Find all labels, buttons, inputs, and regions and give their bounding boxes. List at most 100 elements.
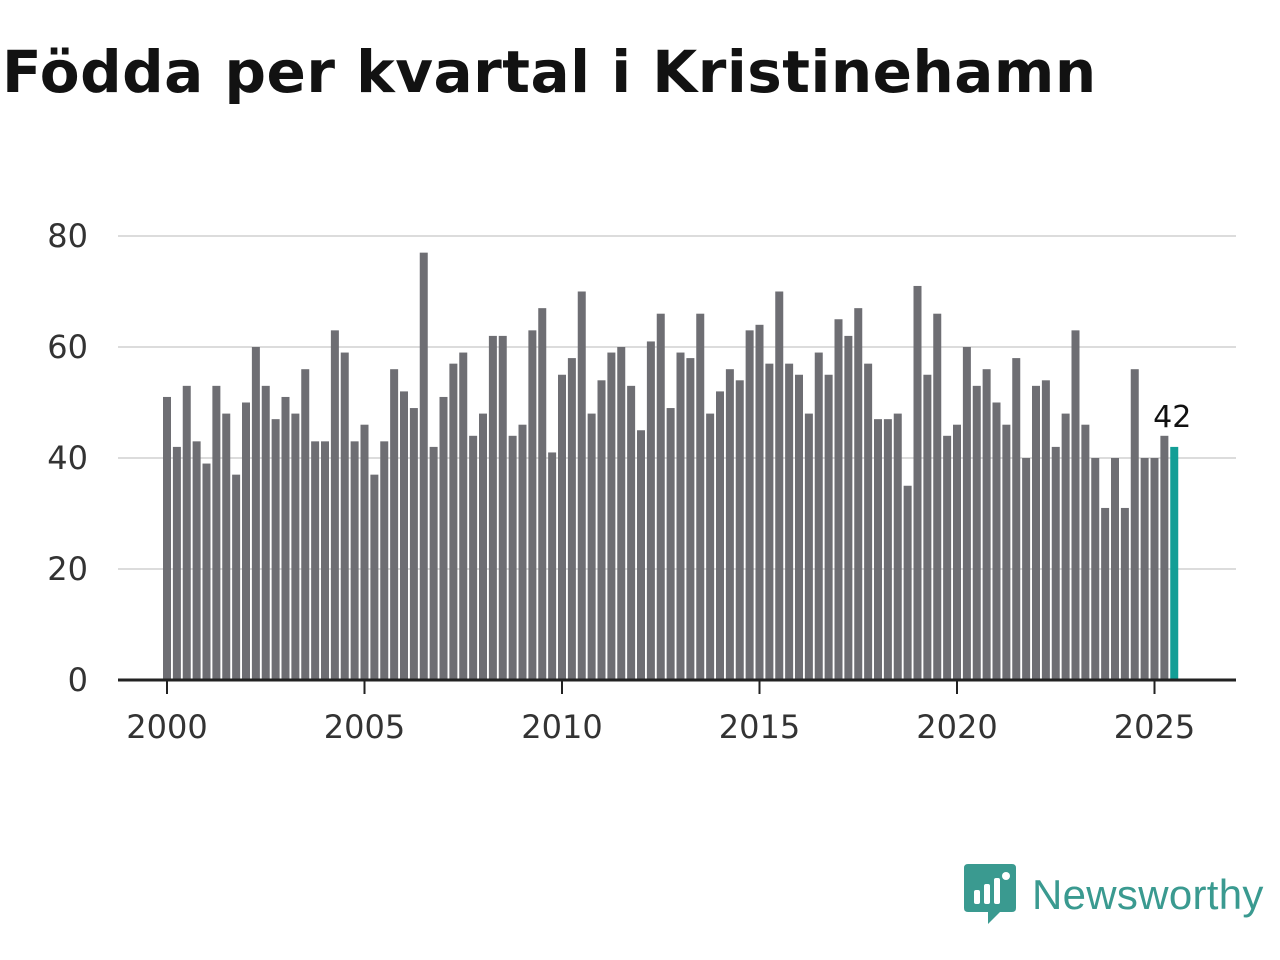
bar bbox=[202, 463, 211, 680]
bar bbox=[903, 485, 912, 680]
y-tick-label: 60 bbox=[47, 328, 88, 366]
bar bbox=[370, 474, 379, 680]
bar bbox=[380, 441, 389, 680]
bar bbox=[854, 308, 863, 680]
bar bbox=[469, 435, 478, 680]
bar bbox=[222, 413, 231, 680]
bar bbox=[390, 369, 399, 680]
bar bbox=[992, 402, 1001, 680]
bar bbox=[637, 430, 645, 680]
bar bbox=[923, 374, 932, 680]
bar bbox=[518, 424, 527, 680]
bar bbox=[696, 313, 705, 680]
bar bbox=[972, 385, 981, 680]
bar bbox=[291, 413, 300, 680]
bar bbox=[330, 330, 339, 680]
bar bbox=[409, 408, 418, 680]
bar bbox=[933, 313, 942, 680]
bar bbox=[548, 452, 557, 680]
bar bbox=[864, 363, 873, 680]
bar bbox=[172, 446, 181, 680]
bar bbox=[795, 374, 803, 680]
bar bbox=[192, 441, 201, 680]
bar bbox=[301, 369, 310, 680]
y-tick-label: 40 bbox=[47, 439, 88, 477]
bar bbox=[281, 396, 290, 680]
bar bbox=[419, 252, 428, 680]
bar bbox=[400, 391, 408, 680]
bar bbox=[834, 319, 843, 680]
bar-highlight bbox=[1170, 446, 1179, 680]
bar bbox=[321, 441, 329, 680]
bar bbox=[913, 285, 922, 680]
bar bbox=[350, 441, 359, 680]
bar bbox=[1061, 413, 1070, 680]
bar bbox=[735, 380, 744, 680]
bar bbox=[311, 441, 320, 680]
bar bbox=[439, 396, 448, 680]
bar bbox=[528, 330, 537, 680]
bar bbox=[587, 413, 596, 680]
bar bbox=[538, 308, 547, 680]
bar bbox=[271, 419, 280, 680]
bar bbox=[1012, 358, 1021, 680]
bar bbox=[242, 402, 250, 680]
bar bbox=[1081, 424, 1090, 680]
bar bbox=[844, 335, 853, 680]
bar bbox=[1091, 458, 1100, 680]
x-tick-label: 2005 bbox=[324, 708, 405, 746]
bar bbox=[607, 352, 616, 680]
x-tick-label: 2010 bbox=[521, 708, 602, 746]
bar bbox=[261, 385, 270, 680]
bar bbox=[597, 380, 606, 680]
bar bbox=[755, 324, 764, 680]
bar bbox=[1140, 458, 1149, 680]
bar bbox=[479, 413, 487, 680]
bar bbox=[874, 419, 882, 680]
bar bbox=[508, 435, 517, 680]
bar bbox=[716, 391, 724, 680]
bar bbox=[1022, 458, 1031, 680]
newsworthy-logo: Newsworthy bbox=[964, 864, 1264, 926]
bar bbox=[962, 347, 971, 680]
bar-chart-speech-bubble-icon bbox=[964, 864, 1016, 924]
bar bbox=[627, 385, 636, 680]
bar bbox=[340, 352, 349, 680]
bar bbox=[883, 419, 892, 680]
bar bbox=[775, 291, 784, 680]
bar bbox=[1101, 507, 1110, 680]
bar bbox=[567, 358, 576, 680]
x-tick-label: 2000 bbox=[126, 708, 207, 746]
bar bbox=[785, 363, 794, 680]
x-tick-label: 2025 bbox=[1114, 708, 1195, 746]
bar bbox=[745, 330, 754, 680]
bar bbox=[1032, 385, 1040, 680]
bar bbox=[577, 291, 586, 680]
bar bbox=[459, 352, 468, 680]
last-value-label: 42 bbox=[1153, 400, 1191, 435]
bar bbox=[1120, 507, 1129, 680]
bar bbox=[686, 358, 695, 680]
bar bbox=[1041, 380, 1050, 680]
bar bbox=[666, 408, 675, 680]
bar bbox=[1051, 446, 1060, 680]
bar bbox=[804, 413, 813, 680]
bar bbox=[449, 363, 458, 680]
bar bbox=[232, 474, 241, 680]
bar bbox=[676, 352, 685, 680]
chart-title: Födda per kvartal i Kristinehamn bbox=[2, 38, 1097, 106]
y-tick-label: 0 bbox=[68, 661, 88, 699]
bar bbox=[765, 363, 774, 680]
bar bbox=[943, 435, 952, 680]
bar bbox=[1160, 435, 1169, 680]
bar bbox=[656, 313, 665, 680]
bar bbox=[212, 385, 221, 680]
bar bbox=[182, 385, 191, 680]
x-tick-label: 2020 bbox=[916, 708, 997, 746]
bar bbox=[706, 413, 715, 680]
bar bbox=[617, 347, 626, 680]
bar bbox=[163, 396, 171, 680]
bar bbox=[982, 369, 991, 680]
